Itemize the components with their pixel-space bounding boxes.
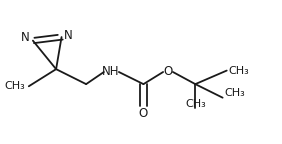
Text: N: N <box>21 31 30 44</box>
Text: CH₃: CH₃ <box>224 88 245 98</box>
Text: N: N <box>64 29 73 42</box>
Text: CH₃: CH₃ <box>228 66 249 76</box>
Text: NH: NH <box>102 66 120 78</box>
Text: CH₃: CH₃ <box>4 81 25 91</box>
Text: CH₃: CH₃ <box>185 99 206 109</box>
Text: O: O <box>163 66 173 78</box>
Text: O: O <box>139 107 148 120</box>
